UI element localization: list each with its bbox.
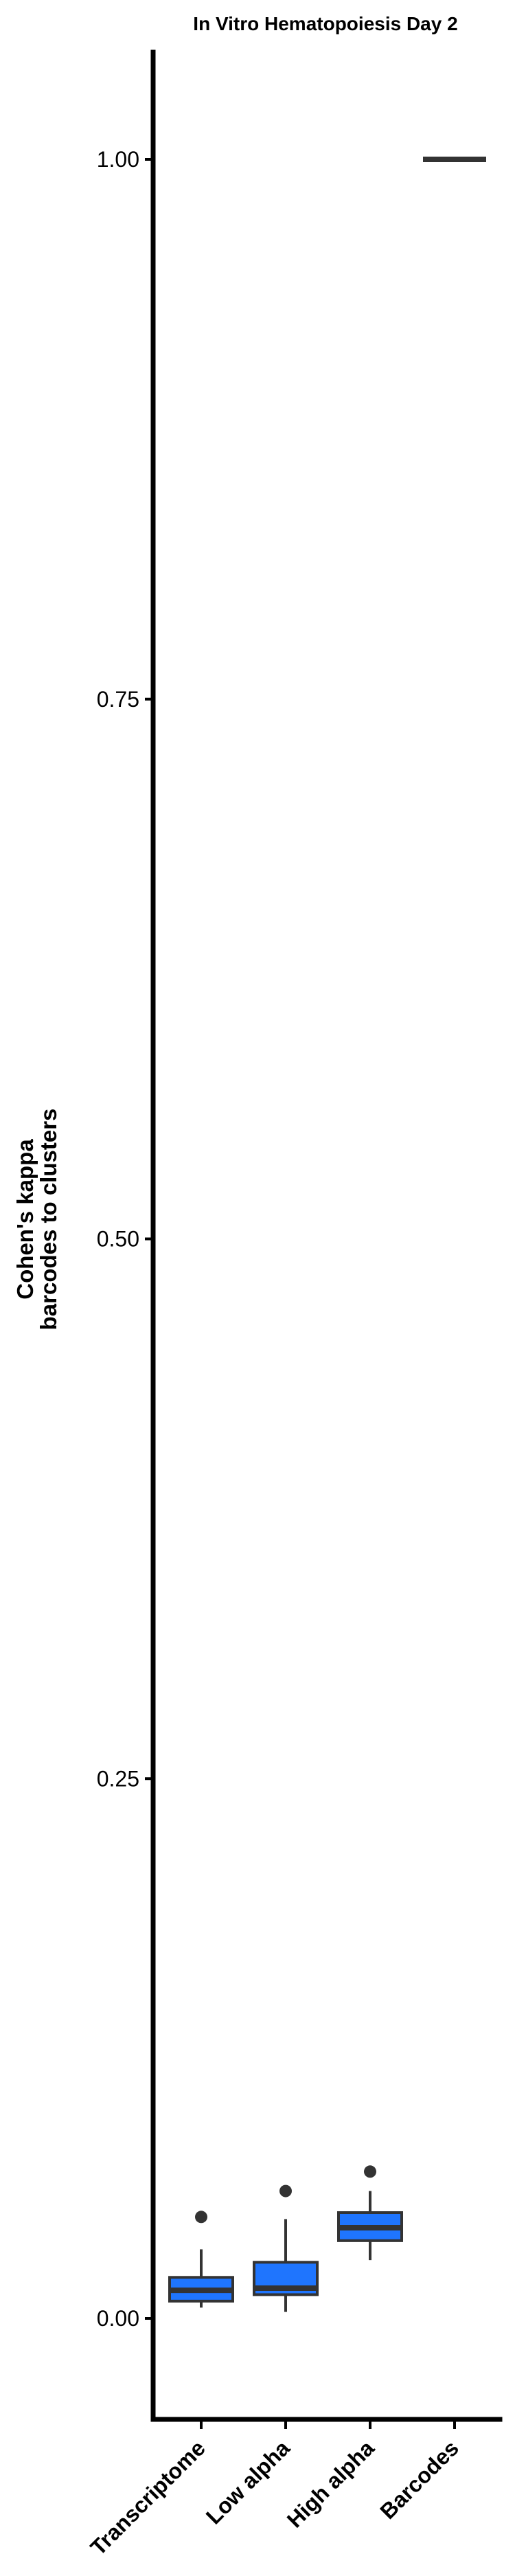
y-tick-label: 1.00 (97, 147, 139, 172)
box-low-alpha (253, 2184, 319, 2312)
y-axis-title-line2: barcodes to clusters (36, 1109, 61, 1331)
y-axis-title-line1: Cohen's kappa (12, 1139, 38, 1300)
y-axis-ticks: 0.00 0.25 0.50 0.75 1.00 (97, 147, 153, 2331)
box-transcriptome (168, 2211, 234, 2308)
chart-title: In Vitro Hematopoiesis Day 2 (193, 13, 457, 34)
outlier-point (195, 2211, 207, 2224)
y-tick-label: 0.00 (97, 2306, 139, 2331)
y-tick-label: 0.50 (97, 1227, 139, 1252)
y-tick-label: 0.75 (97, 687, 139, 712)
outlier-point (364, 2165, 376, 2178)
y-tick-label: 0.25 (97, 1766, 139, 1791)
y-axis-title: Cohen's kappa barcodes to clusters (12, 1109, 61, 1331)
box-high-alpha (337, 2165, 403, 2261)
box-series (168, 157, 486, 2312)
outlier-point (279, 2184, 292, 2197)
